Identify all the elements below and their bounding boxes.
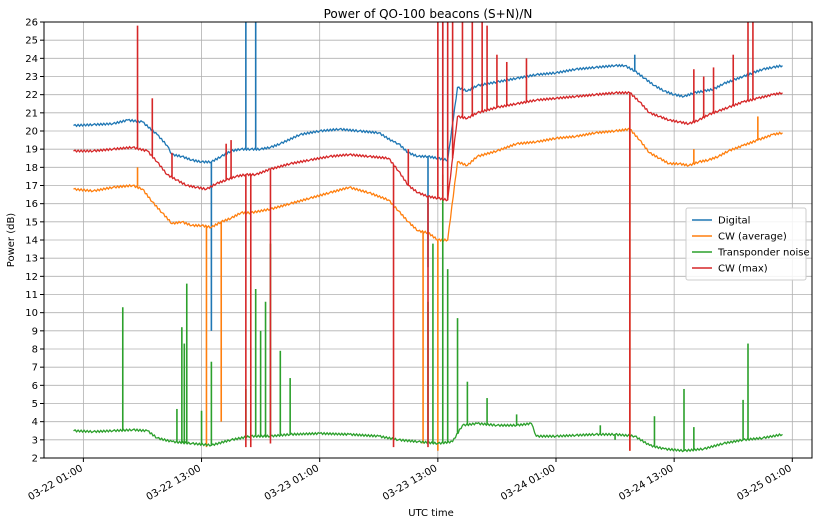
legend-label: Digital (718, 216, 750, 227)
x-tick-label: 03-25 01:00 (735, 463, 793, 503)
x-tick-label: 03-22 13:00 (145, 463, 203, 503)
x-tick-label: 03-24 01:00 (499, 463, 557, 503)
x-tick-label: 03-24 13:00 (617, 463, 675, 503)
x-axis-label: UTC time (408, 508, 454, 519)
y-tick-label: 5 (32, 399, 38, 410)
y-tick-label: 10 (25, 308, 38, 319)
x-tick-label: 03-23 13:00 (381, 463, 439, 503)
y-tick-label: 9 (32, 326, 38, 337)
y-axis-label: Power (dB) (6, 213, 17, 268)
y-tick-label: 4 (32, 417, 38, 428)
y-tick-label: 21 (25, 108, 38, 119)
plot-lines (73, 22, 783, 453)
y-tick-label: 25 (25, 36, 38, 47)
y-tick-label: 14 (25, 236, 38, 247)
y-tick-label: 12 (25, 272, 38, 283)
y-tick-label: 24 (25, 54, 38, 65)
y-tick-label: 19 (25, 145, 38, 156)
chart-title: Power of QO-100 beacons (S+N)/N (324, 7, 533, 21)
legend-label: Transponder noise (717, 248, 810, 259)
y-tick-label: 2 (32, 454, 38, 465)
y-tick-label: 8 (32, 345, 38, 356)
legend-label: CW (max) (718, 264, 768, 275)
y-axis-ticks: 2345678910111213141516171819202122232425… (25, 18, 44, 465)
legend-box (685, 207, 807, 281)
y-tick-label: 20 (25, 127, 38, 138)
legend-label: CW (average) (718, 232, 787, 243)
y-tick-label: 15 (25, 217, 38, 228)
y-tick-label: 6 (32, 381, 38, 392)
series-line-4 (73, 90, 783, 202)
legend: Digital CW (average) Transponder noise CW (… (685, 207, 810, 281)
x-tick-label: 03-22 01:00 (27, 463, 85, 503)
y-tick-label: 3 (32, 435, 38, 446)
y-tick-label: 13 (25, 254, 38, 265)
y-tick-label: 22 (25, 90, 38, 101)
x-axis-ticks: 03-22 01:00 03-22 13:00 03-23 01:00 03-23 1… (27, 458, 794, 503)
y-tick-label: 17 (25, 181, 38, 192)
y-tick-label: 23 (25, 72, 38, 83)
x-tick-label: 03-23 01:00 (263, 463, 321, 503)
y-tick-label: 26 (25, 18, 38, 29)
y-tick-label: 11 (25, 290, 38, 301)
y-tick-label: 18 (25, 163, 38, 174)
y-tick-label: 16 (25, 199, 38, 210)
y-tick-label: 7 (32, 363, 38, 374)
series-line-1 (73, 63, 783, 164)
